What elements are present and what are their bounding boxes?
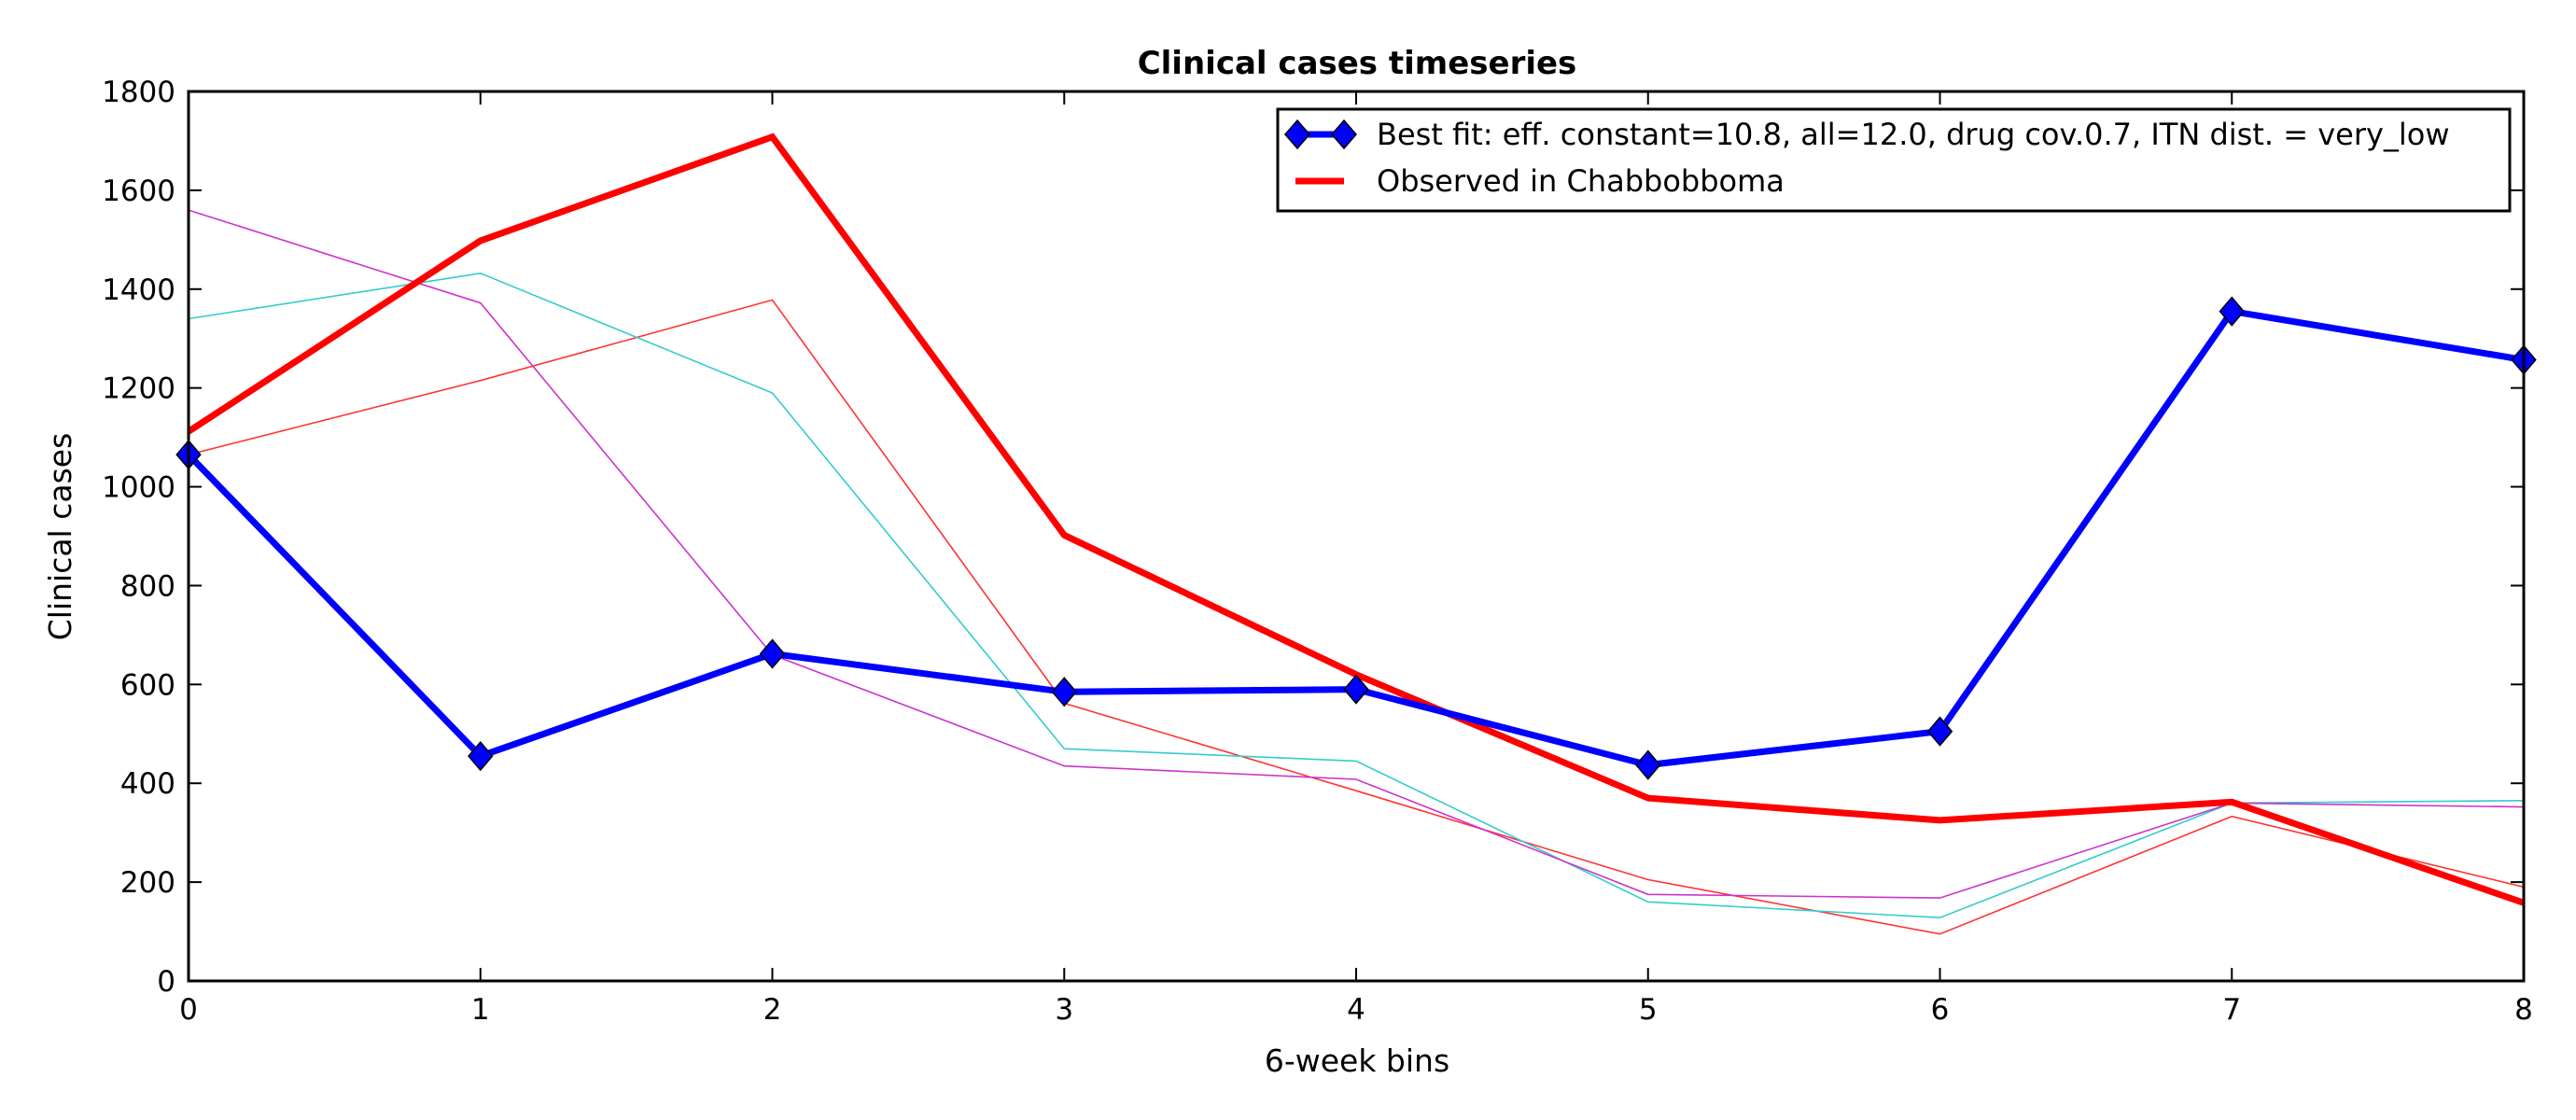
chart-title: Clinical cases timeseries [1138, 45, 1577, 82]
legend-marker-best-fit-left [1284, 119, 1310, 150]
y-tick-label-5: 1000 [102, 471, 175, 505]
x-tick-label-1: 1 [471, 993, 490, 1027]
x-tick-label-3: 3 [1055, 993, 1073, 1027]
legend-label-best-fit: Best fit: eff. constant=10.8, all=12.0, … [1377, 117, 2450, 152]
y-tick-label-6: 1200 [102, 372, 175, 406]
series-4-marker-2 [759, 638, 786, 669]
y-tick-label-8: 1600 [102, 175, 175, 208]
series-line-2 [188, 209, 2525, 899]
y-tick-label-1: 200 [120, 866, 175, 900]
y-tick-label-3: 600 [120, 668, 175, 702]
series-4-marker-5 [1635, 749, 1661, 780]
x-tick-label-0: 0 [179, 993, 198, 1027]
series-4-marker-3 [1051, 677, 1077, 707]
x-tick-label-6: 6 [1931, 993, 1950, 1027]
legend: Best fit: eff. constant=10.8, all=12.0, … [1276, 107, 2512, 213]
y-axis-label: Clinical cases [42, 433, 78, 641]
series-layer [175, 133, 2537, 935]
series-line-0 [188, 299, 2525, 935]
legend-box [1276, 107, 2512, 213]
x-axis-label: 6-week bins [1265, 1043, 1449, 1079]
series-4-marker-6 [1926, 716, 1953, 747]
series-line-1 [188, 272, 2525, 919]
x-tick-label-2: 2 [763, 993, 782, 1027]
y-tick-label-0: 0 [157, 965, 175, 999]
legend-marker-best-fit-right [1331, 119, 1357, 150]
series-4-marker-4 [1343, 674, 1369, 705]
x-tick-label-4: 4 [1347, 993, 1365, 1027]
x-tick-label-7: 7 [2222, 993, 2241, 1027]
ticks-layer: 0 1 2 3 4 5 6 7 8 0 200 400 600 800 1000 1200 1400 1600 18… [102, 76, 2533, 1027]
x-tick-label-5: 5 [1639, 993, 1658, 1027]
y-tick-label-2: 400 [120, 767, 175, 801]
legend-label-observed: Observed in Chabbobboma [1377, 163, 1785, 199]
y-tick-label-7: 1400 [102, 273, 175, 307]
x-tick-label-8: 8 [2514, 993, 2533, 1027]
y-tick-label-9: 1800 [102, 76, 175, 109]
series-4-marker-1 [468, 740, 494, 772]
series-4-marker-7 [2219, 296, 2245, 327]
y-tick-label-4: 800 [120, 569, 175, 603]
